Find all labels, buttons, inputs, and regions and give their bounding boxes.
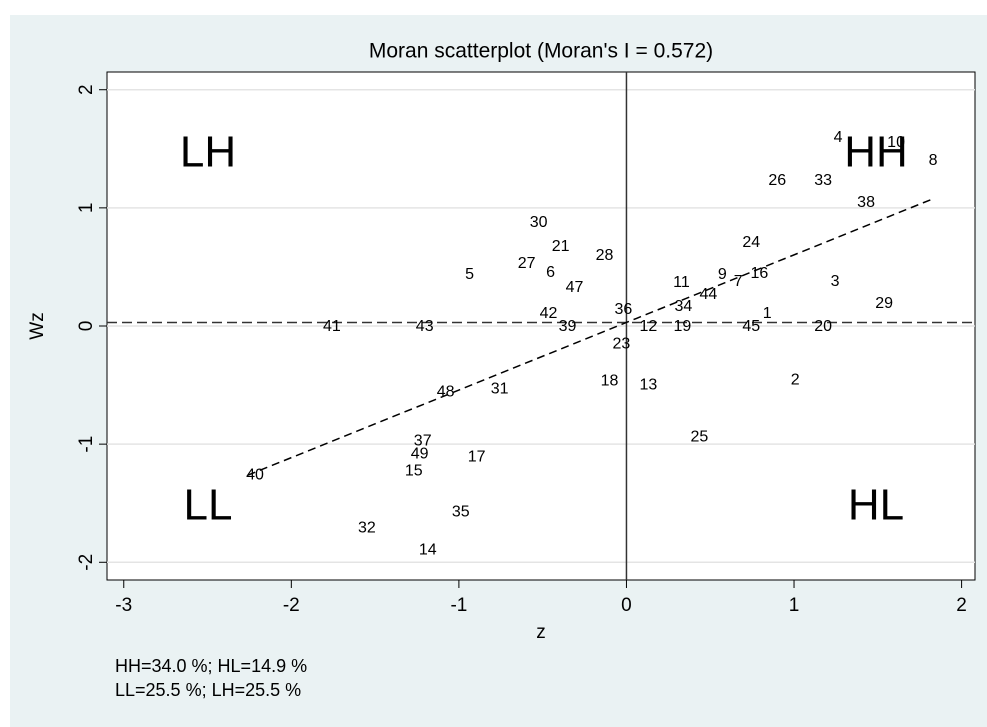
note-line: LL=25.5 %; LH=25.5 % (115, 680, 301, 700)
point-label: 2 (791, 371, 800, 388)
point-label: 41 (323, 318, 341, 335)
chart-title: Moran scatterplot (Moran's I = 0.572) (369, 40, 713, 63)
point-label: 39 (559, 318, 577, 335)
point-label: 43 (416, 318, 434, 335)
point-label: 19 (674, 318, 692, 335)
point-label: 4 (834, 129, 843, 146)
point-label: 47 (566, 279, 584, 296)
point-label: 15 (405, 462, 423, 479)
point-label: 11 (673, 274, 690, 291)
point-label: 44 (700, 286, 718, 303)
point-label: 5 (465, 266, 474, 283)
y-tick-label: 1 (76, 203, 97, 214)
point-label: 20 (814, 318, 832, 335)
point-label: 31 (491, 380, 509, 397)
point-label: 3 (831, 273, 840, 290)
x-tick-label: -2 (283, 595, 300, 616)
point-label: 29 (875, 295, 893, 312)
point-label: 48 (437, 383, 455, 400)
point-label: 27 (518, 255, 536, 272)
y-axis-label: Wz (27, 312, 48, 339)
point-label: 35 (452, 503, 470, 520)
point-label: 45 (742, 318, 760, 335)
point-label: 12 (640, 318, 658, 335)
quadrant-label: LH (180, 128, 236, 177)
point-label: 7 (734, 273, 743, 290)
point-label: 14 (419, 541, 437, 558)
x-axis-label: z (536, 622, 546, 643)
y-tick-label: 0 (76, 321, 97, 332)
point-label: 42 (540, 305, 558, 322)
point-label: 30 (530, 214, 548, 231)
quadrant-label: HL (848, 481, 904, 530)
point-label: 33 (814, 172, 832, 189)
x-tick-label: -3 (115, 595, 132, 616)
x-tick-label: 2 (956, 595, 967, 616)
point-label: 24 (742, 234, 760, 251)
point-label: 26 (768, 172, 786, 189)
fit-line (247, 198, 934, 476)
point-label: 16 (750, 265, 768, 282)
quadrant-label: HH (844, 128, 908, 177)
point-label: 28 (596, 247, 614, 264)
point-label: 1 (763, 305, 772, 322)
point-label: 10 (887, 134, 905, 151)
point-label: 34 (675, 298, 693, 315)
point-label: 9 (718, 266, 727, 283)
point-label: 36 (615, 301, 633, 318)
point-label: 37 (414, 432, 432, 449)
x-tick-label: -1 (450, 595, 467, 616)
x-tick-label: 1 (789, 595, 800, 616)
note-line: HH=34.0 %; HL=14.9 % (115, 656, 307, 676)
y-tick-label: -2 (76, 554, 97, 571)
point-label: 32 (358, 519, 376, 536)
y-tick-label: 2 (76, 84, 97, 95)
y-tick-label: -1 (76, 436, 97, 453)
point-label: 23 (613, 335, 631, 352)
point-label: 8 (929, 152, 938, 169)
point-label: 40 (246, 466, 264, 483)
point-label: 38 (857, 194, 875, 211)
point-label: 18 (601, 372, 619, 389)
quadrant-label: LL (184, 481, 233, 530)
point-label: 21 (552, 238, 570, 255)
point-label: 6 (546, 264, 555, 281)
point-label: 13 (640, 376, 658, 393)
point-label: 49 (411, 445, 429, 462)
point-label: 17 (468, 448, 486, 465)
x-tick-label: 0 (621, 595, 632, 616)
point-label: 25 (690, 428, 708, 445)
